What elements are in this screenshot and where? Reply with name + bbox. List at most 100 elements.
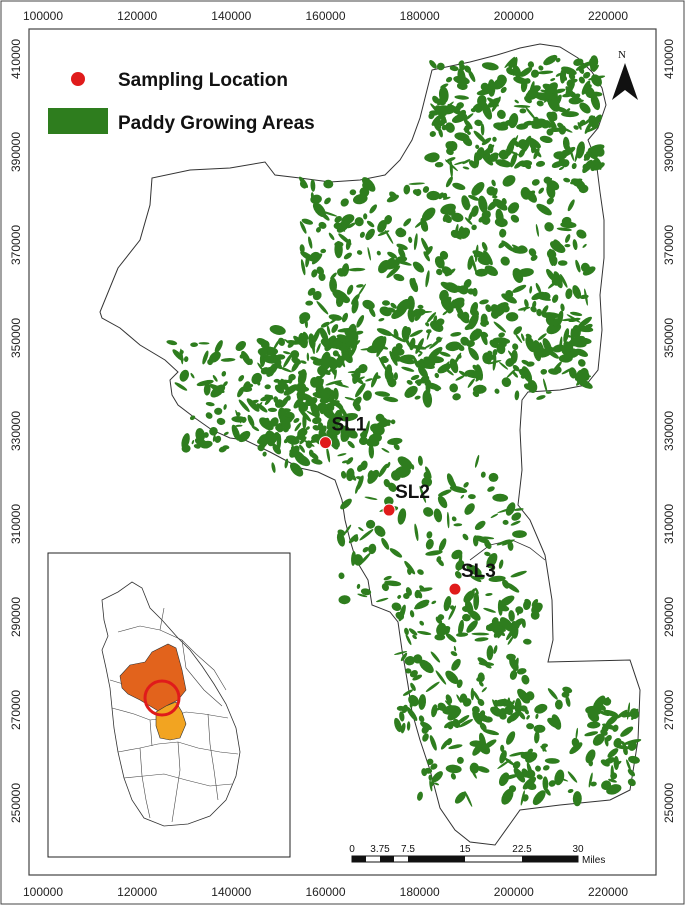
paddy-patch — [430, 103, 443, 117]
site-marker-sl3[interactable] — [448, 582, 462, 596]
paddy-patch — [334, 241, 343, 259]
paddy-patch — [320, 351, 331, 369]
paddy-patch — [492, 307, 506, 318]
paddy-patch — [436, 556, 442, 563]
paddy-patch — [519, 160, 533, 168]
paddy-patch — [425, 270, 430, 288]
paddy-patch — [403, 333, 412, 349]
paddy-patch — [459, 693, 468, 703]
paddy-patch — [550, 241, 566, 253]
paddy-patch — [603, 697, 612, 706]
paddy-patch — [390, 302, 397, 309]
paddy-patch — [502, 119, 511, 129]
paddy-patch — [558, 166, 565, 171]
paddy-patch — [535, 282, 542, 294]
paddy-patch — [368, 543, 377, 555]
paddy-patch — [597, 710, 610, 717]
paddy-patch — [539, 342, 546, 358]
paddy-patch — [413, 654, 423, 664]
paddy-patch — [627, 768, 636, 777]
y-tick-labels-left: 410000 390000 370000 350000 330000 310000 2900… — [9, 39, 23, 823]
paddy-patch — [293, 418, 300, 423]
paddy-patch — [425, 681, 440, 692]
paddy-patch — [486, 353, 496, 360]
paddy-patch — [442, 310, 448, 316]
paddy-patch — [441, 124, 448, 131]
paddy-patch — [256, 403, 268, 413]
paddy-patch — [471, 632, 490, 636]
paddy-patch — [305, 300, 314, 306]
paddy-patch — [562, 348, 575, 360]
paddy-patch — [578, 367, 589, 382]
y-tick-label: 270000 — [662, 690, 676, 730]
paddy-patch — [310, 377, 319, 388]
paddy-patch — [511, 700, 515, 705]
y-tick-label: 290000 — [9, 597, 23, 637]
y-tick-label: 410000 — [662, 39, 676, 79]
paddy-patch — [435, 318, 445, 326]
paddy-patch — [378, 463, 388, 478]
paddy-patch — [456, 694, 462, 704]
paddy-patch — [300, 360, 307, 364]
paddy-patch — [362, 390, 372, 401]
paddy-patch — [360, 588, 372, 596]
paddy-patch — [423, 507, 434, 517]
paddy-patch — [500, 744, 505, 752]
paddy-patch — [480, 471, 486, 478]
paddy-patch — [359, 529, 374, 541]
paddy-patch — [458, 226, 463, 233]
paddy-patch — [424, 767, 433, 774]
paddy-patch — [543, 54, 558, 66]
site-marker-sl1[interactable] — [319, 436, 332, 450]
paddy-patch — [471, 706, 480, 714]
paddy-patch — [506, 67, 515, 75]
paddy-patch — [530, 610, 540, 620]
paddy-patch — [384, 496, 394, 506]
paddy-patch — [422, 389, 433, 408]
paddy-patch — [381, 583, 389, 592]
paddy-patch — [454, 791, 467, 804]
paddy-patch — [425, 663, 432, 669]
paddy-patch — [583, 71, 591, 79]
paddy-patch — [542, 83, 558, 94]
paddy-patch — [538, 187, 545, 194]
paddy-patch — [341, 214, 355, 225]
site-marker-sl2[interactable] — [382, 503, 396, 517]
paddy-patch — [450, 651, 458, 657]
paddy-patch — [537, 70, 554, 75]
paddy-patch — [454, 161, 465, 166]
paddy-patch — [406, 721, 411, 731]
paddy-patch — [362, 546, 369, 553]
paddy-patch — [400, 354, 415, 362]
paddy-patch — [190, 372, 195, 379]
paddy-patch — [356, 475, 364, 490]
paddy-patch — [179, 369, 189, 382]
paddy-patch — [316, 343, 321, 354]
paddy-patch — [501, 341, 507, 348]
x-tick-label: 220000 — [588, 9, 628, 23]
paddy-patch — [396, 256, 408, 263]
paddy-patch — [448, 605, 457, 620]
paddy-patch — [414, 599, 430, 610]
paddy-patch — [436, 62, 445, 71]
paddy-patch — [561, 691, 570, 698]
paddy-patch — [510, 214, 520, 223]
paddy-patch — [387, 437, 403, 445]
paddy-patch — [485, 304, 492, 313]
paddy-patch — [499, 228, 507, 238]
paddy-patch — [405, 668, 412, 674]
paddy-patch — [555, 57, 561, 63]
paddy-patch — [458, 60, 465, 67]
paddy-patch — [438, 489, 452, 497]
paddy-patch — [518, 711, 526, 720]
paddy-patch — [505, 358, 515, 367]
paddy-patch — [541, 743, 548, 748]
paddy-patch — [568, 317, 581, 323]
paddy-patch — [412, 189, 420, 196]
paddy-patch — [257, 444, 265, 452]
paddy-patch — [294, 422, 302, 432]
paddy-patch — [340, 198, 349, 207]
paddy-patch — [357, 283, 366, 297]
paddy-patch — [306, 352, 310, 362]
paddy-patch — [277, 379, 289, 391]
